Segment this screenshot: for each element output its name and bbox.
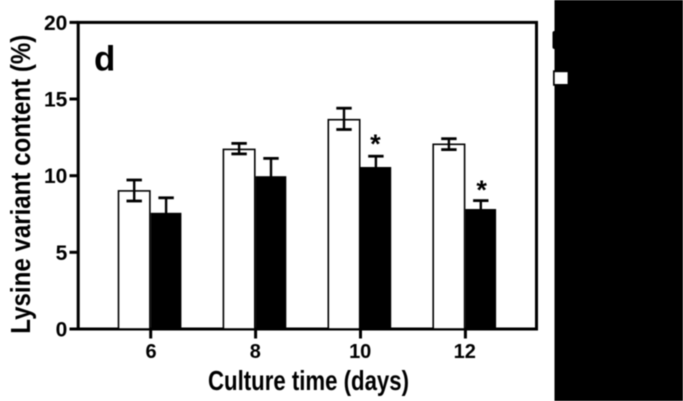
svg-text:10: 10 <box>44 165 67 188</box>
svg-text:10: 10 <box>349 341 371 363</box>
svg-text:*: * <box>370 129 381 159</box>
svg-text:Lysine variant content (%): Lysine variant content (%) <box>5 35 36 334</box>
svg-text:*: * <box>476 175 487 205</box>
svg-text:Culture time (days): Culture time (days) <box>208 365 409 396</box>
svg-text:5: 5 <box>56 242 68 265</box>
svg-text:12: 12 <box>454 341 476 363</box>
svg-text:0: 0 <box>56 319 68 342</box>
svg-text:20: 20 <box>44 12 67 35</box>
svg-text:d: d <box>94 39 115 78</box>
svg-text:8: 8 <box>250 341 261 363</box>
svg-text:6: 6 <box>145 341 156 363</box>
svg-text:15: 15 <box>44 89 68 112</box>
